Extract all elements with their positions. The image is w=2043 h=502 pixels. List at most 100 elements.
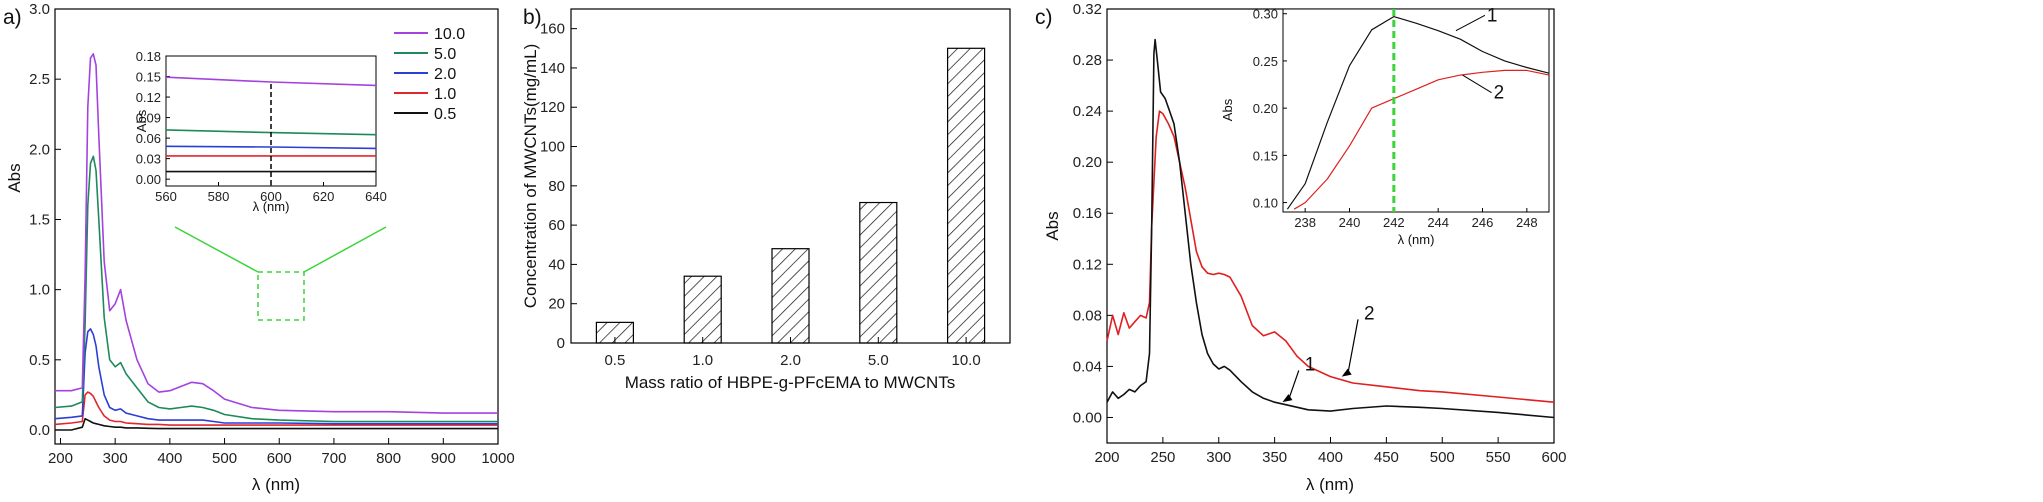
panel-a-inset-ytick-label: 0.00 <box>136 172 161 187</box>
panel-c-ytick-label: 0.32 <box>1073 1 1102 18</box>
panel-a-ytick-label: 0.5 <box>29 352 50 369</box>
panel-b-ytick-label: 140 <box>540 60 565 77</box>
panel-a-ytick-label: 1.5 <box>29 211 50 228</box>
panel-b-ytick-label: 40 <box>548 256 565 273</box>
panel-c-inset-ytick-label: 0.30 <box>1253 7 1278 22</box>
series-line-2 <box>1106 110 1555 403</box>
panel-a-inset-xtick-label: 580 <box>208 189 230 204</box>
panel-a-xtick-label: 900 <box>431 450 456 467</box>
panel-a-xtick-label: 700 <box>321 450 346 467</box>
panel-c-ytick-label: 0.08 <box>1073 307 1102 324</box>
panel-c-inset-ylabel: Abs <box>1220 98 1235 121</box>
panel-c-ytick-label: 0.00 <box>1073 409 1102 426</box>
panel-a-label: a) <box>3 6 22 29</box>
annotation-label-2: 2 <box>1364 303 1375 324</box>
panel-a-xlabel: λ (nm) <box>252 475 300 494</box>
panel-a-inset-xlabel: λ (nm) <box>253 199 290 214</box>
panel-a-xtick-label: 800 <box>376 450 401 467</box>
annotation-arrowhead-2 <box>1341 368 1352 377</box>
panel-c-inset-xtick-label: 248 <box>1516 215 1538 230</box>
panel-a-xtick-label: 400 <box>157 450 182 467</box>
panel-a-xtick-label: 200 <box>48 450 73 467</box>
panel-a-inset-xtick-label: 560 <box>155 189 177 204</box>
panel-c: 200 250 300 350 400 450 500 550 600 0.00 0.04 0.08 0… <box>1043 1 1567 494</box>
panel-c-inset-ytick-label: 0.20 <box>1253 101 1278 116</box>
bar-1.0 <box>683 275 722 344</box>
panel-c-xtick-label: 250 <box>1150 449 1175 466</box>
panel-b-ticks: 0 20 40 60 80 100 120 140 160 0.5 1.0 2.0 5.0 10.0 <box>540 21 981 369</box>
panel-a-inset-xtick-label: 620 <box>313 189 335 204</box>
panel-c-ytick-label: 0.16 <box>1073 205 1102 222</box>
panel-a-inset-ytick-label: 0.15 <box>136 70 161 85</box>
panel-a-xtick-label: 600 <box>267 450 292 467</box>
panel-c-xtick-label: 400 <box>1318 449 1343 466</box>
panel-b-xlabel: Mass ratio of HBPE-g-PFcEMA to MWCNTs <box>625 373 956 392</box>
panel-a-ytick-label: 1.0 <box>29 282 50 299</box>
panel-a-ytick-label: 0.0 <box>29 422 50 439</box>
panel-c-annotations: 12 <box>1282 303 1375 403</box>
legend-label: 5.0 <box>434 46 456 63</box>
panel-b-ytick-label: 160 <box>540 21 565 38</box>
zoom-connector-right <box>303 226 387 273</box>
panel-a-ytick-label: 3.0 <box>29 1 50 18</box>
bar-10.0 <box>946 47 986 344</box>
series-line-2.0 <box>54 328 498 425</box>
panel-c-xtick-label: 350 <box>1262 449 1287 466</box>
panel-c-inset-xtick-label: 246 <box>1472 215 1494 230</box>
series-line-10.0 <box>55 53 498 414</box>
inset-pointer-1 <box>1455 14 1486 32</box>
panel-c-inset-xtick-label: 242 <box>1383 215 1405 230</box>
series-line-5.0 <box>54 155 498 423</box>
panel-b-ytick-label: 100 <box>540 139 565 156</box>
panel-b-ytick-label: 20 <box>548 296 565 313</box>
annotation-arrow-1 <box>1287 370 1300 401</box>
panel-b-xtick-label: 1.0 <box>692 352 713 369</box>
panel-b-bars <box>595 47 986 344</box>
panel-b-ytick-label: 60 <box>548 217 565 234</box>
panel-c-ytick-label: 0.24 <box>1073 103 1102 120</box>
panel-c-inset-xtick-label: 238 <box>1294 215 1316 230</box>
inset-curve-label-2: 2 <box>1494 83 1505 104</box>
legend-label: 0.5 <box>434 106 456 123</box>
inset-line-10.0 <box>165 76 377 87</box>
panel-a-inset-ytick-label: 0.03 <box>136 152 161 167</box>
zoom-region <box>257 271 305 321</box>
panel-b-xtick-label: 2.0 <box>780 352 801 369</box>
annotation-arrowhead-1 <box>1282 394 1293 403</box>
panel-c-xtick-label: 600 <box>1541 449 1566 466</box>
panel-c-xtick-label: 450 <box>1374 449 1399 466</box>
panel-b-ylabel: Concentration of MWCNTs(mg/mL) <box>521 44 540 309</box>
panel-c-xtick-label: 300 <box>1206 449 1231 466</box>
panel-b-xtick-label: 5.0 <box>868 352 889 369</box>
panel-b-ytick-label: 0 <box>557 335 565 352</box>
inset-line-2.0 <box>165 145 377 150</box>
inset-line-1 <box>1286 16 1550 210</box>
panel-a-inset: 560 580 600 620 640 0.00 0.03 0.06 0.09 0.12 0.15 0… <box>136 49 387 204</box>
panel-a-frame <box>54 8 499 445</box>
series-line-1 <box>1106 38 1555 419</box>
panel-c-ylabel: Abs <box>1043 211 1062 240</box>
panel-c-inset-frame <box>1282 8 1550 213</box>
panel-a-inset-xtick-label: 640 <box>365 189 387 204</box>
legend-label: 1.0 <box>434 86 456 103</box>
panel-a-lines <box>54 53 498 431</box>
panel-a-inset-ytick-label: 0.06 <box>136 131 161 146</box>
panel-a-ylabel: Abs <box>5 163 24 192</box>
panel-c-inset-xtick-label: 244 <box>1427 215 1449 230</box>
panel-c-lines <box>1106 38 1555 419</box>
panel-a-ticks: 200 300 400 500 600 700 800 900 1000 0.0 0.5 1.0 1.5… <box>29 1 515 467</box>
panel-c-xtick-label: 500 <box>1430 449 1455 466</box>
panel-a-ytick-label: 2.0 <box>29 141 50 158</box>
panel-a-ytick-label: 2.5 <box>29 71 50 88</box>
panel-c-inset-xlabel: λ (nm) <box>1398 232 1435 247</box>
inset-curve-label-1: 1 <box>1487 5 1498 26</box>
annotation-arrow-2 <box>1347 319 1359 375</box>
panel-c-ytick-label: 0.04 <box>1073 358 1102 375</box>
panel-b-label: b) <box>523 6 542 29</box>
panel-c-inset: 238 240 242 244 246 248 0.10 0.15 0.20 0.25 0.30 1 2 <box>1253 5 1550 230</box>
panel-a-inset-xtick-label: 600 <box>260 189 282 204</box>
panel-b-xtick-label: 0.5 <box>604 352 625 369</box>
panel-b-xtick-label: 10.0 <box>951 352 980 369</box>
panel-c-ticks: 200 250 300 350 400 450 500 550 600 0.00 0.04 0.08 0… <box>1073 1 1567 466</box>
